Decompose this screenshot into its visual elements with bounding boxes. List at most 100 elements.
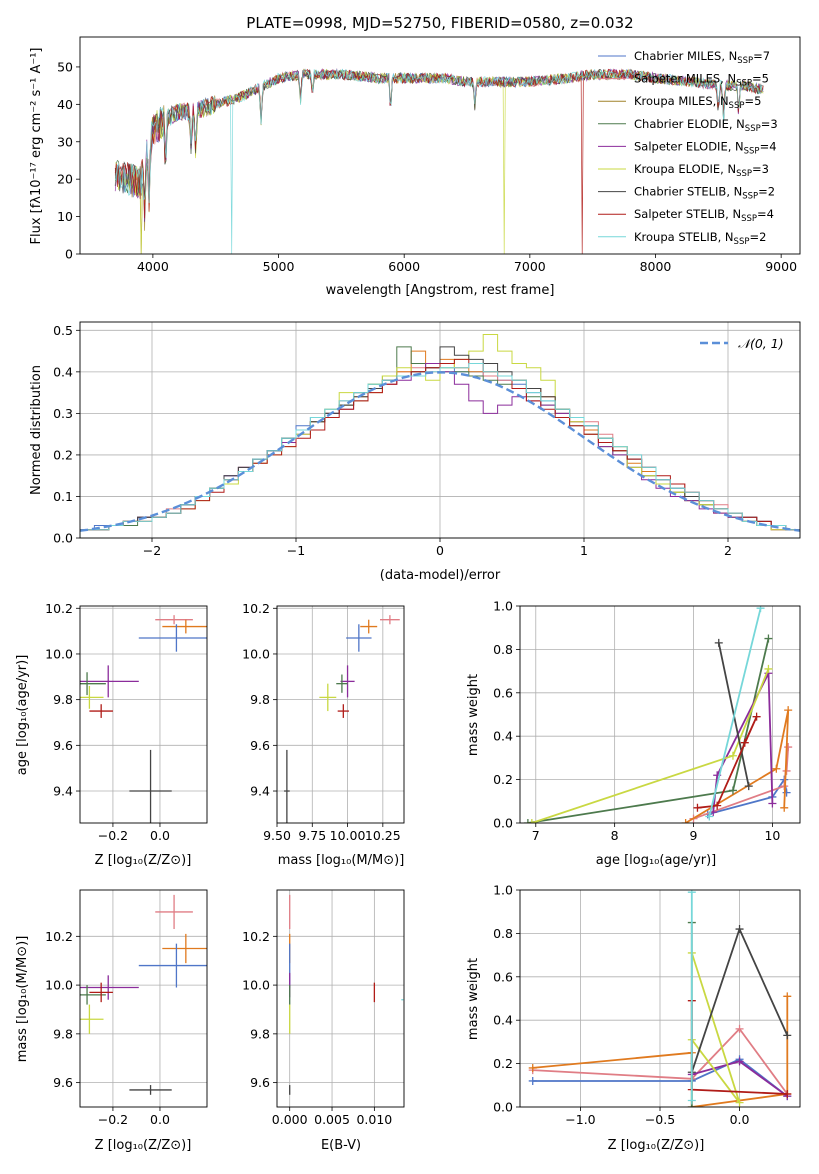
plus-marker <box>768 799 777 808</box>
y-tick-label: 0.3 <box>53 406 73 421</box>
plus-marker <box>735 1098 744 1107</box>
error-bar-point <box>80 672 106 696</box>
x-tick-label: 2 <box>724 543 732 558</box>
error-bar-point <box>319 683 337 712</box>
axes-frame <box>276 605 405 824</box>
x-tick-label: 0.0 <box>150 828 170 843</box>
x-tick-label: 4000 <box>137 259 169 274</box>
error-bar-point <box>155 894 193 930</box>
y-tick-label: 10.0 <box>45 646 73 661</box>
x-tick-label: 1 <box>580 543 588 558</box>
y-tick-label: 9.6 <box>53 738 73 753</box>
y-tick-label: 9.6 <box>250 1075 270 1090</box>
legend-label: 𝒩(0, 1) <box>738 336 784 351</box>
x-tick-label: −1.0 <box>565 1112 595 1127</box>
error-bar-point <box>155 615 193 625</box>
legend-label: Chabrier STELIB, NSSP=2 <box>634 185 775 202</box>
error-bar-point <box>129 749 172 823</box>
weight-series <box>527 664 773 823</box>
plus-marker <box>714 638 723 647</box>
x-tick-label: 0.010 <box>356 1112 392 1127</box>
age-z-xlabel: Z [log₁₀(Z/Z⊙)] <box>95 853 192 868</box>
y-tick-label: 0.6 <box>493 685 513 700</box>
y-tick-label: 40 <box>57 97 73 112</box>
y-tick-label: 10.0 <box>242 646 270 661</box>
x-tick-label: 10 <box>764 828 780 843</box>
x-tick-label: −1 <box>287 543 305 558</box>
plus-marker <box>713 801 722 810</box>
plus-marker <box>783 1089 792 1098</box>
y-tick-label: 10 <box>57 209 73 224</box>
plus-marker <box>528 1076 537 1085</box>
plus-marker <box>764 664 773 673</box>
residual-ylabel: Normed distribution <box>29 365 44 495</box>
x-tick-label: 8 <box>611 828 619 843</box>
plus-marker <box>523 819 532 823</box>
plot-area <box>523 606 793 823</box>
y-tick-label: 0.1 <box>53 489 73 504</box>
y-tick-label: 20 <box>57 172 73 187</box>
error-bar-point <box>80 665 139 698</box>
age-z-ylabel: age [log₁₀(age/yr)] <box>15 655 30 776</box>
plus-marker <box>687 890 696 897</box>
gaussian-reference-curve <box>80 371 800 532</box>
y-tick-label: 0.4 <box>53 364 73 379</box>
legend-label: Salpeter STELIB, NSSP=4 <box>634 207 774 224</box>
weight-series <box>681 706 793 823</box>
y-tick-label: 9.6 <box>53 1075 73 1090</box>
y-tick-label: 0.5 <box>53 323 73 338</box>
panel-weight-vs-age: 7 8 9 10 0.0 0.2 0.4 0.6 0.8 1.0 <box>493 599 801 843</box>
spectrum-line <box>114 68 764 200</box>
weight-line <box>690 952 741 1104</box>
plus-marker <box>728 786 737 795</box>
mass-ebv-xlabel: E(B-V) <box>321 1138 361 1153</box>
error-bar-point <box>346 624 372 652</box>
plus-marker <box>705 812 714 821</box>
y-tick-label: 0.0 <box>493 1100 513 1115</box>
weight-line <box>697 716 758 809</box>
panel-mass-vs-EBV: 0.000 0.005 0.010 9.6 9.8 10.0 10.2 <box>242 889 405 1127</box>
y-tick-label: 0.4 <box>493 729 513 744</box>
y-tick-label: 10.2 <box>242 929 270 944</box>
plus-marker <box>528 1063 537 1072</box>
y-tick-label: 9.8 <box>250 692 270 707</box>
y-tick-label: 0.4 <box>493 1013 513 1028</box>
y-tick-label: 30 <box>57 134 73 149</box>
plus-marker <box>681 819 690 823</box>
error-bar-point <box>80 975 139 1000</box>
x-tick-label: 6000 <box>388 259 420 274</box>
plot-area <box>114 67 764 254</box>
axes-frame <box>276 889 405 1108</box>
y-tick-label: 1.0 <box>493 599 513 614</box>
weight-line <box>532 996 789 1107</box>
y-tick-label: 10.2 <box>242 601 270 616</box>
axes-frame <box>519 889 801 1108</box>
error-bar-point <box>89 704 113 718</box>
x-tick-label: 0 <box>436 543 444 558</box>
y-tick-label: 50 <box>57 59 73 74</box>
y-tick-label: 1.0 <box>493 883 513 898</box>
y-tick-label: 10.2 <box>45 929 73 944</box>
plus-marker <box>744 782 753 791</box>
legend-label: Kroupa STELIB, NSSP=2 <box>634 230 766 247</box>
plot-area <box>80 894 207 1095</box>
plus-marker <box>783 1031 792 1040</box>
error-bar-point <box>380 615 400 625</box>
y-tick-label: 0.0 <box>53 531 73 546</box>
x-tick-label: 9.75 <box>298 828 326 843</box>
y-tick-label: 9.8 <box>250 1026 270 1041</box>
legend-label: Chabrier MILES, NSSP=7 <box>634 49 770 66</box>
x-tick-label: 5000 <box>263 259 295 274</box>
x-tick-label: 7000 <box>514 259 546 274</box>
y-tick-label: 9.6 <box>250 738 270 753</box>
legend-label: Kroupa ELODIE, NSSP=3 <box>634 162 769 179</box>
plus-marker <box>735 1024 744 1033</box>
plot-area <box>80 615 207 823</box>
x-tick-label: 0.005 <box>314 1112 350 1127</box>
spectrum-ylabel: Flux [fλ10⁻¹⁷ erg cm⁻² s⁻¹ A⁻¹] <box>29 48 44 245</box>
error-bar-point <box>162 619 207 634</box>
x-tick-label: 8000 <box>640 259 672 274</box>
y-tick-label: 9.8 <box>53 692 73 707</box>
y-tick-label: 0.8 <box>493 926 513 941</box>
